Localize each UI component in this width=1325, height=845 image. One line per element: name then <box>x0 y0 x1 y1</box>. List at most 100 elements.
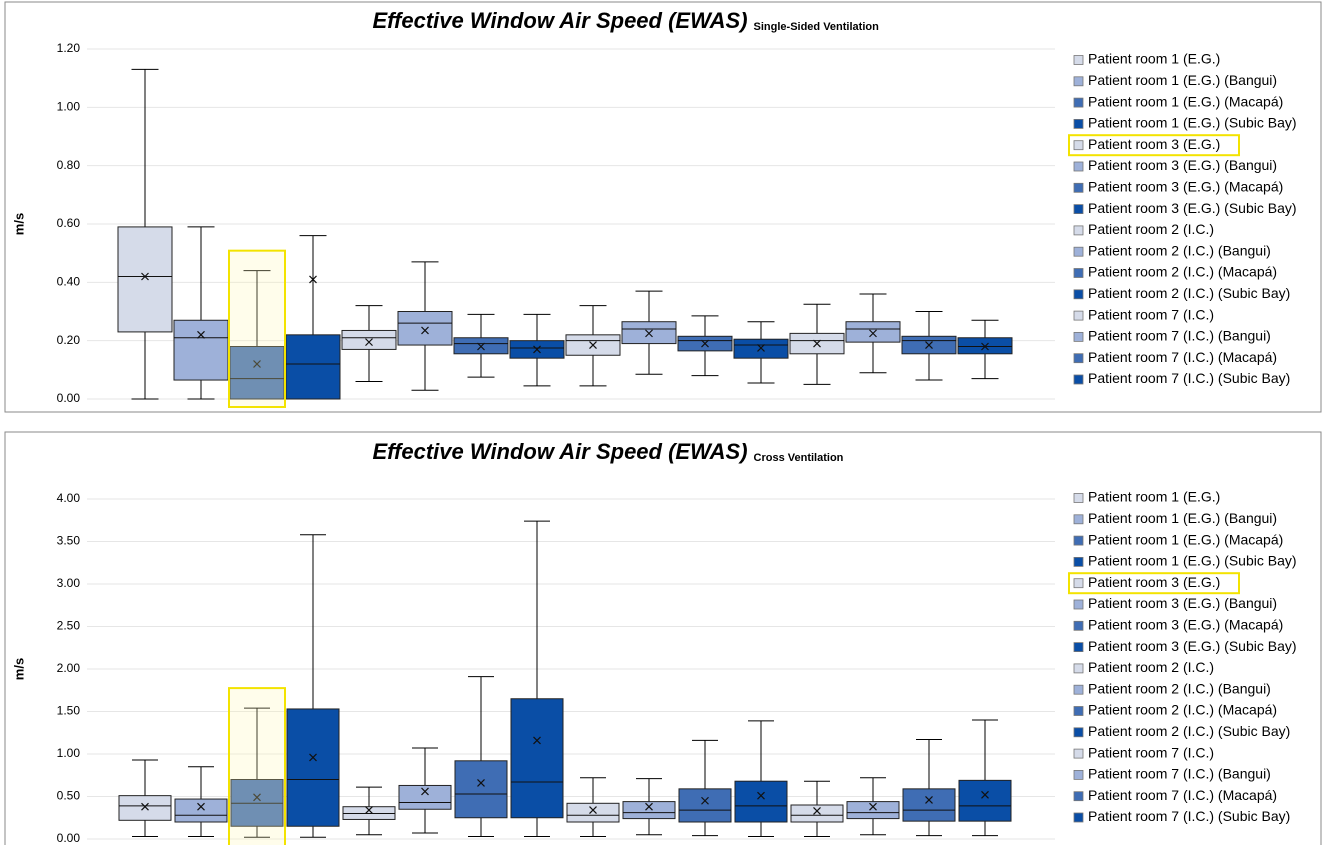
mean-marker <box>365 338 373 347</box>
mean-marker <box>533 736 541 745</box>
y-tick-label: 2.00 <box>57 661 81 675</box>
box <box>790 804 844 823</box>
chart-subtitle: Single-Sided Ventilation <box>754 21 880 33</box>
box <box>173 319 229 381</box>
legend-swatch <box>1073 493 1084 503</box>
box <box>397 311 453 346</box>
legend-label: Patient room 7 (I.C.) (Bangui) <box>1088 766 1271 782</box>
legend-label: Patient room 7 (I.C.) <box>1088 306 1214 322</box>
y-tick-label: 1.50 <box>57 704 81 718</box>
mean-marker <box>141 272 149 281</box>
box <box>341 329 397 350</box>
box <box>117 226 173 333</box>
box <box>902 788 956 822</box>
chart-title: Effective Window Air Speed (EWAS) <box>372 439 747 464</box>
mean-marker <box>701 796 709 805</box>
box <box>174 798 228 823</box>
highlight <box>228 687 286 845</box>
mean-marker <box>925 341 933 349</box>
y-tick-label: 0.40 <box>57 275 81 289</box>
legend-swatch <box>1073 76 1084 87</box>
legend-swatch <box>1073 599 1084 610</box>
y-tick-label: 1.00 <box>57 746 81 760</box>
y-tick-label: 0.00 <box>57 831 81 845</box>
mean-marker <box>253 360 261 368</box>
legend-label: Patient room 3 (E.G.) (Bangui) <box>1088 157 1277 173</box>
y-tick-label: 1.20 <box>57 41 81 55</box>
legend-label: Patient room 2 (I.C.) (Macapá) <box>1088 702 1277 718</box>
legend-swatch <box>1073 353 1084 364</box>
legend-label: Patient room 2 (I.C.) (Bangui) <box>1088 242 1271 258</box>
mean-marker <box>309 275 317 284</box>
legend-swatch <box>1073 331 1084 342</box>
mean-marker <box>141 802 149 811</box>
mean-marker <box>197 330 205 339</box>
box <box>566 802 620 823</box>
legend-swatch <box>1073 642 1084 652</box>
legend-highlight <box>1068 134 1240 157</box>
mean-marker <box>869 802 877 811</box>
legend-label: Patient room 1 (E.G.) (Subic Bay) <box>1088 553 1297 569</box>
box <box>118 795 172 821</box>
y-tick-label: 2.50 <box>57 619 81 633</box>
legend-swatch <box>1073 791 1084 802</box>
box <box>286 708 340 827</box>
box <box>845 321 901 343</box>
legend-swatch <box>1073 268 1084 278</box>
box <box>678 788 732 823</box>
y-tick-label: 0.00 <box>57 391 81 405</box>
legend-label: Patient room 3 (E.G.) (Macapá) <box>1088 179 1283 195</box>
mean-marker <box>421 787 429 796</box>
y-tick-label: 0.20 <box>57 333 81 347</box>
legend-label: Patient room 2 (I.C.) (Subic Bay) <box>1088 285 1290 301</box>
legend-label: Patient room 7 (I.C.) (Subic Bay) <box>1088 808 1290 824</box>
box <box>398 784 452 810</box>
box <box>734 780 788 823</box>
legend-label: Patient room 2 (I.C.) (Subic Bay) <box>1088 723 1290 739</box>
y-tick-label: 0.80 <box>57 158 81 172</box>
legend-label: Patient room 7 (I.C.) (Subic Bay) <box>1088 370 1290 386</box>
panel-border <box>4 431 1322 845</box>
y-tick-label: 1.00 <box>57 100 81 114</box>
legend-swatch <box>1073 246 1084 257</box>
legend-label: Patient room 2 (I.C.) <box>1088 221 1214 237</box>
mean-marker <box>197 802 205 811</box>
legend-swatch <box>1073 812 1084 823</box>
legend-label: Patient room 1 (E.G.) (Bangui) <box>1088 510 1277 526</box>
legend-swatch <box>1073 182 1084 193</box>
legend-label: Patient room 1 (E.G.) (Bangui) <box>1088 72 1277 88</box>
box <box>622 801 676 820</box>
mean-marker <box>645 329 653 338</box>
legend-swatch <box>1073 663 1084 674</box>
legend-swatch <box>1073 204 1084 215</box>
mean-marker <box>477 778 485 787</box>
legend-swatch <box>1073 620 1084 631</box>
mean-marker <box>813 807 821 815</box>
legend-label: Patient room 7 (I.C.) <box>1088 744 1214 760</box>
mean-marker <box>813 339 821 348</box>
y-tick-label: 4.00 <box>57 491 81 505</box>
box <box>454 760 508 819</box>
legend-label: Patient room 1 (E.G.) (Macapá) <box>1088 531 1283 547</box>
chart-title: Effective Window Air Speed (EWAS) <box>372 8 747 33</box>
y-axis-label: m/s <box>11 213 26 235</box>
legend-label: Patient room 7 (I.C.) (Macapá) <box>1088 787 1277 803</box>
legend-label: Patient room 3 (E.G.) (Subic Bay) <box>1088 200 1297 216</box>
legend-label: Patient room 7 (I.C.) (Bangui) <box>1088 328 1271 344</box>
legend-swatch <box>1073 514 1084 525</box>
mean-marker <box>477 342 485 351</box>
mean-marker <box>701 339 709 348</box>
box <box>229 346 285 400</box>
legend-label: Patient room 2 (I.C.) <box>1088 659 1214 675</box>
legend-swatch <box>1073 119 1084 129</box>
legend-label: Patient room 7 (I.C.) (Macapá) <box>1088 349 1277 365</box>
mean-marker <box>981 342 989 351</box>
legend-label: Patient room 3 (E.G.) <box>1088 574 1220 590</box>
legend-label: Patient room 3 (E.G.) <box>1088 136 1220 152</box>
box <box>846 801 900 820</box>
legend-swatch <box>1073 97 1084 108</box>
legend-swatch <box>1073 748 1084 759</box>
y-tick-label: 3.00 <box>57 576 81 590</box>
legend-label: Patient room 2 (I.C.) (Macapá) <box>1088 264 1277 280</box>
y-tick-label: 0.50 <box>57 789 81 803</box>
